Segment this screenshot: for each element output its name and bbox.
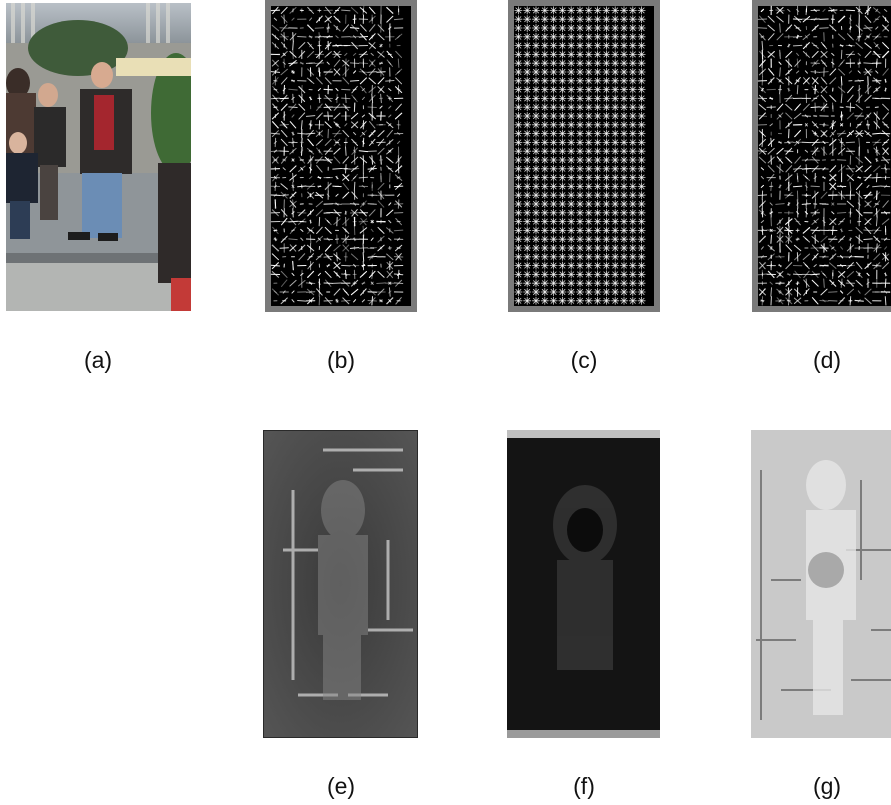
caption-b: (b) (326, 347, 356, 373)
panel-e-response-map (263, 430, 418, 738)
response-map-g (751, 430, 891, 738)
panel-d-hog-map (752, 0, 891, 312)
caption-c: (c) (570, 347, 598, 373)
caption-e: (e) (326, 773, 356, 799)
hog-glyphs (514, 6, 646, 305)
response-map-e (263, 430, 418, 738)
hog-glyph-map-d (752, 0, 891, 312)
hog-glyphs (270, 5, 404, 306)
panel-g-response-map (751, 430, 891, 738)
panel-a-photo (6, 3, 191, 311)
response-map-f (507, 430, 660, 738)
hog-glyph-map-b (265, 0, 417, 312)
pedestrian-photo (6, 3, 191, 311)
panel-c-hog-map (508, 0, 660, 312)
caption-d: (d) (812, 347, 842, 373)
hog-glyphs (757, 5, 891, 306)
hog-glyph-map-c (508, 0, 660, 312)
caption-f: (f) (573, 773, 595, 799)
panel-f-response-map (507, 430, 660, 738)
caption-a: (a) (83, 347, 113, 373)
panel-b-hog-map (265, 0, 417, 312)
caption-g: (g) (812, 773, 842, 799)
